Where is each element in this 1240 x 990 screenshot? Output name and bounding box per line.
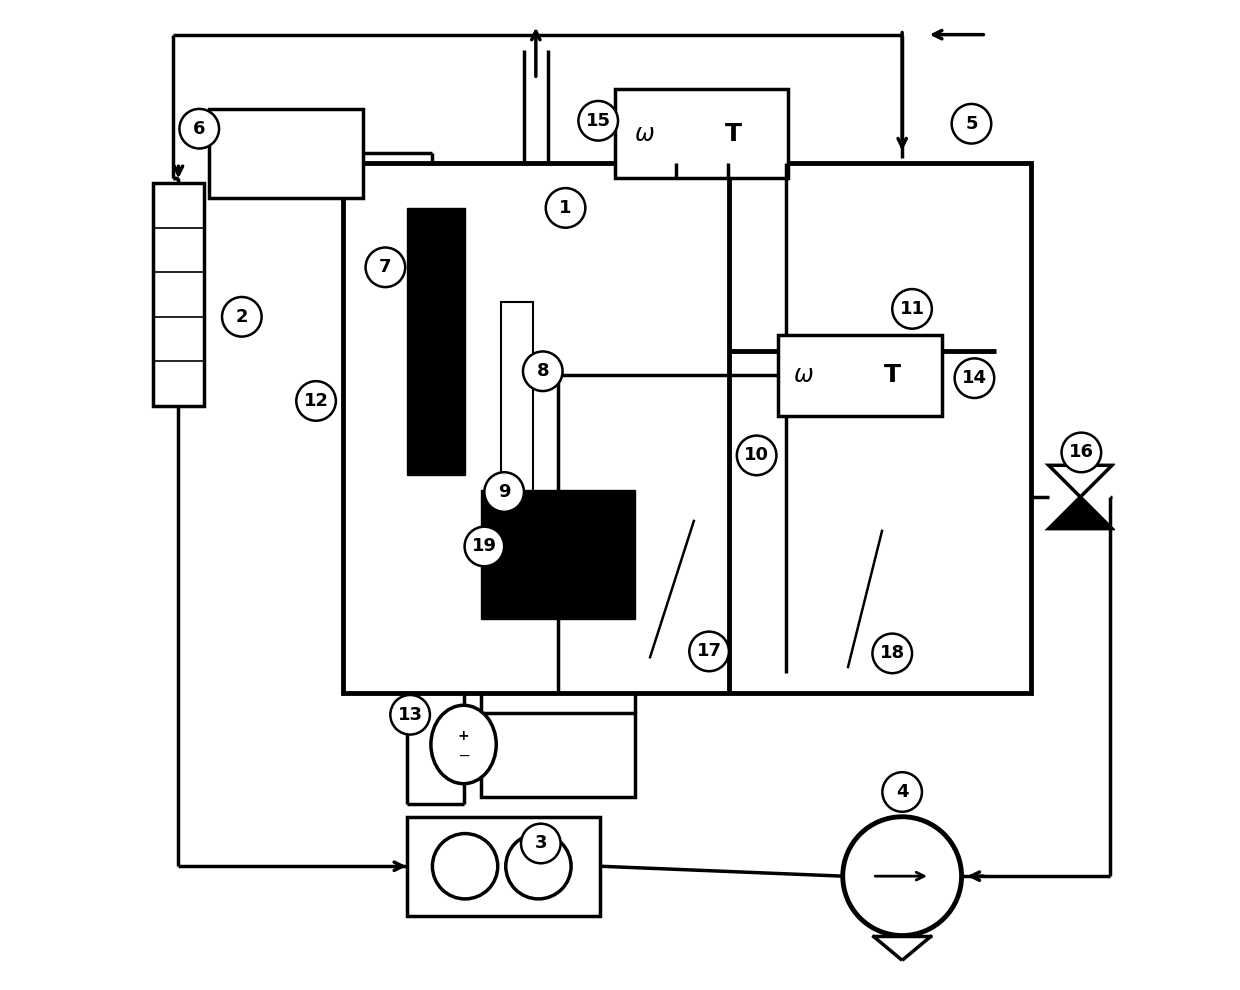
- Text: 3: 3: [534, 835, 547, 852]
- Circle shape: [737, 436, 776, 475]
- Circle shape: [433, 834, 497, 899]
- Bar: [501, 302, 533, 540]
- Circle shape: [366, 248, 405, 287]
- Bar: [153, 183, 205, 406]
- Bar: [407, 817, 600, 916]
- Text: T: T: [884, 363, 900, 387]
- Text: $\omega$: $\omega$: [792, 363, 813, 387]
- Circle shape: [485, 472, 525, 512]
- Polygon shape: [1049, 497, 1112, 529]
- Text: 13: 13: [398, 706, 423, 724]
- Circle shape: [506, 834, 572, 899]
- Bar: [779, 335, 941, 416]
- Circle shape: [843, 817, 961, 936]
- Bar: [481, 490, 635, 619]
- Text: $\omega$: $\omega$: [635, 122, 655, 146]
- Text: 16: 16: [1069, 444, 1094, 461]
- Text: 14: 14: [962, 369, 987, 387]
- Text: 5: 5: [965, 115, 977, 133]
- Text: 4: 4: [895, 783, 909, 801]
- Circle shape: [689, 632, 729, 671]
- Circle shape: [883, 772, 923, 812]
- Text: +: +: [458, 729, 470, 742]
- Ellipse shape: [432, 705, 496, 784]
- Text: 17: 17: [697, 643, 722, 660]
- Text: 18: 18: [879, 644, 905, 662]
- Circle shape: [1061, 433, 1101, 472]
- Circle shape: [893, 289, 931, 329]
- Text: 15: 15: [585, 112, 611, 130]
- Circle shape: [578, 101, 618, 141]
- Text: 8: 8: [537, 362, 549, 380]
- Circle shape: [521, 824, 560, 863]
- Bar: [481, 713, 635, 797]
- Circle shape: [296, 381, 336, 421]
- Bar: [210, 109, 362, 198]
- Text: 12: 12: [304, 392, 329, 410]
- Text: 10: 10: [744, 446, 769, 464]
- Circle shape: [465, 527, 505, 566]
- Polygon shape: [1049, 465, 1112, 497]
- Text: 1: 1: [559, 199, 572, 217]
- Bar: [342, 163, 1030, 693]
- Text: 11: 11: [899, 300, 925, 318]
- Circle shape: [546, 188, 585, 228]
- Circle shape: [873, 634, 913, 673]
- Circle shape: [391, 695, 430, 735]
- Text: ─: ─: [459, 748, 469, 764]
- Text: 7: 7: [379, 258, 392, 276]
- Text: 6: 6: [193, 120, 206, 138]
- Bar: [615, 89, 789, 178]
- Circle shape: [951, 104, 991, 144]
- Text: 9: 9: [498, 483, 511, 501]
- Bar: [407, 208, 465, 475]
- Circle shape: [180, 109, 219, 148]
- Text: T: T: [725, 122, 743, 146]
- Circle shape: [222, 297, 262, 337]
- Circle shape: [523, 351, 563, 391]
- Circle shape: [955, 358, 994, 398]
- Text: 2: 2: [236, 308, 248, 326]
- Text: 19: 19: [472, 538, 497, 555]
